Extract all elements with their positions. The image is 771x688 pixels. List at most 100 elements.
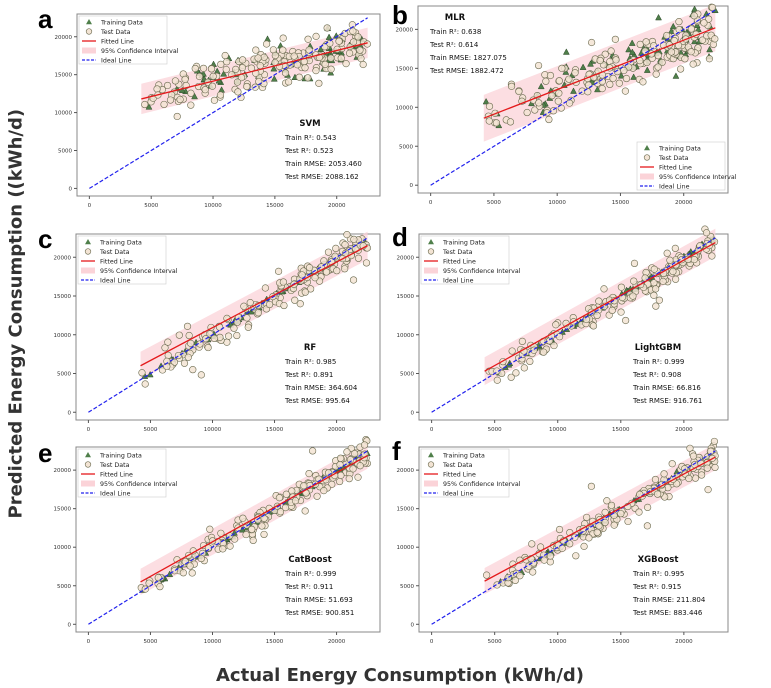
test-point bbox=[218, 536, 226, 544]
test-point bbox=[604, 72, 612, 81]
test-point bbox=[276, 493, 284, 501]
training-point bbox=[271, 507, 279, 514]
training-point bbox=[661, 476, 669, 483]
legend-ci-marker bbox=[424, 480, 438, 487]
test-point bbox=[681, 470, 689, 478]
test-point bbox=[667, 48, 675, 56]
test-point bbox=[665, 493, 673, 501]
test-point bbox=[586, 70, 594, 78]
training-point bbox=[650, 486, 658, 493]
training-point bbox=[570, 87, 577, 94]
test-point bbox=[647, 286, 655, 294]
test-point bbox=[622, 74, 631, 83]
metric-label: Train R²: 0.638 bbox=[429, 28, 481, 36]
test-point bbox=[613, 515, 621, 523]
training-point bbox=[349, 243, 357, 251]
test-point bbox=[305, 486, 314, 494]
test-point bbox=[234, 69, 242, 77]
legend-box bbox=[77, 448, 167, 498]
test-point bbox=[360, 38, 368, 46]
training-point bbox=[294, 275, 302, 282]
test-point bbox=[272, 291, 280, 299]
training-point bbox=[536, 554, 544, 562]
test-point bbox=[180, 359, 189, 367]
training-point bbox=[708, 237, 716, 244]
training-point bbox=[221, 537, 229, 544]
test-point bbox=[541, 346, 549, 354]
test-point bbox=[352, 240, 360, 248]
training-point bbox=[313, 266, 321, 273]
fitted-line bbox=[140, 245, 368, 367]
y-tick-label: 15000 bbox=[396, 66, 414, 72]
test-point bbox=[332, 244, 340, 252]
test-point bbox=[599, 61, 608, 69]
test-point bbox=[297, 270, 305, 278]
test-point bbox=[675, 18, 683, 26]
training-point bbox=[630, 496, 638, 504]
training-point bbox=[278, 287, 286, 295]
test-point bbox=[309, 447, 317, 455]
test-point bbox=[244, 323, 252, 331]
training-point bbox=[658, 269, 666, 276]
test-point bbox=[345, 247, 353, 255]
training-point bbox=[584, 312, 592, 320]
training-point bbox=[630, 51, 638, 58]
training-point bbox=[677, 49, 685, 56]
training-point bbox=[643, 66, 651, 73]
training-point bbox=[692, 247, 700, 254]
training-point bbox=[338, 49, 345, 56]
training-point bbox=[548, 335, 556, 342]
test-point bbox=[629, 64, 637, 72]
training-point bbox=[320, 51, 328, 58]
test-point bbox=[336, 460, 344, 469]
training-point bbox=[319, 475, 327, 482]
test-point bbox=[591, 55, 599, 63]
legend-ci-marker bbox=[424, 267, 438, 274]
training-point bbox=[551, 90, 559, 97]
test-point bbox=[312, 51, 320, 59]
test-point bbox=[257, 51, 265, 59]
test-point bbox=[671, 48, 680, 56]
test-point bbox=[535, 99, 543, 107]
training-point bbox=[664, 35, 672, 42]
legend-training-marker bbox=[428, 452, 434, 458]
metric-label: Train R²: 0.999 bbox=[284, 570, 336, 578]
test-point bbox=[707, 3, 716, 11]
test-point bbox=[301, 64, 309, 72]
training-point bbox=[560, 81, 568, 88]
test-point bbox=[677, 260, 686, 268]
test-point bbox=[528, 540, 536, 548]
test-point bbox=[305, 51, 313, 59]
test-point bbox=[147, 94, 156, 102]
test-point bbox=[587, 525, 595, 533]
test-point bbox=[149, 94, 157, 102]
model-name: CatBoost bbox=[288, 555, 331, 565]
training-point bbox=[617, 72, 625, 79]
test-point bbox=[524, 565, 532, 573]
test-point bbox=[252, 301, 260, 309]
test-point bbox=[331, 463, 340, 471]
test-point bbox=[197, 554, 205, 563]
test-point bbox=[312, 472, 320, 480]
training-point bbox=[349, 244, 356, 252]
test-point bbox=[319, 477, 328, 485]
legend-label: 95% Confidence Interval bbox=[100, 268, 178, 275]
test-point bbox=[262, 56, 270, 64]
test-point bbox=[173, 556, 181, 564]
training-point bbox=[580, 315, 588, 323]
test-point bbox=[283, 53, 291, 61]
legend-label: Test Data bbox=[658, 155, 689, 162]
test-point bbox=[271, 294, 279, 302]
ideal-line bbox=[431, 450, 716, 625]
test-point bbox=[660, 470, 668, 478]
training-point bbox=[628, 39, 636, 46]
test-point bbox=[705, 242, 713, 250]
training-point bbox=[340, 463, 348, 471]
x-tick-label: 0 bbox=[88, 203, 92, 209]
test-point bbox=[215, 335, 223, 343]
test-point bbox=[204, 535, 212, 543]
training-point bbox=[301, 74, 309, 82]
training-point bbox=[512, 568, 520, 576]
training-point bbox=[711, 6, 719, 14]
training-point bbox=[295, 278, 303, 285]
